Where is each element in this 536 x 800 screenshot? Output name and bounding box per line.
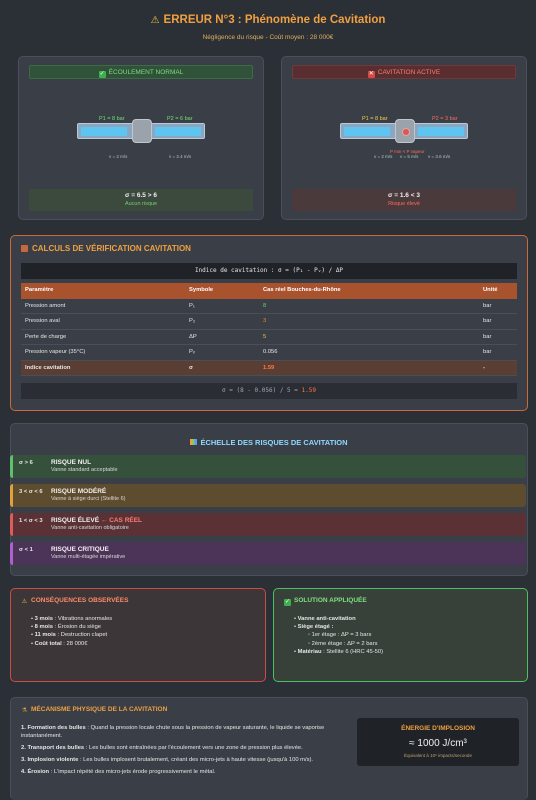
v2-label: v = 3.6 m/s — [428, 154, 451, 159]
risk-level-critical: σ < 1 RISQUE CRITIQUE Vanne multi-étagée… — [10, 542, 526, 565]
energy-box: ÉNERGIE D'IMPLOSION ≈ 1000 J/cm³ Équival… — [357, 718, 519, 766]
list-item: Siège étagé : — [294, 623, 383, 631]
list-item: 4. Érosion : L'impact répété des micro-j… — [21, 769, 216, 775]
v2-label: v = 2.4 m/s — [169, 154, 192, 159]
list-item: Coût total : 28 000€ — [31, 640, 112, 648]
pmin-label: P min < P vapeur — [390, 149, 425, 154]
page-subtitle: Négligence du risque - Coût moyen : 28 0… — [202, 34, 334, 41]
table-row: Pression aval P₂ 3 bar — [21, 314, 517, 330]
water-upstream — [81, 127, 127, 136]
table-row: Indice cavitation σ 1.59- — [21, 360, 517, 376]
solution-list: Vanne anti-cavitation Siège étagé : 1er … — [294, 615, 383, 656]
check-icon: ✓ — [284, 599, 291, 606]
sigma-result: σ = 6.5 > 6 Aucun risque — [29, 189, 253, 211]
list-item: 1er étage : ΔP = 3 bars — [294, 631, 383, 639]
page-title: ⚠ ERREUR N°3 : Phénomène de Cavitation — [150, 14, 386, 26]
table-header: Paramètre Symbole Cas réel Bouches-du-Rh… — [21, 283, 517, 299]
warning-icon: ⚠ — [150, 15, 160, 26]
energy-value: ≈ 1000 J/cm³ — [409, 738, 467, 749]
risk-level-moderate: 3 < σ < 6 RISQUE MODÉRÉ Vanne à siège du… — [10, 484, 526, 507]
solution-box: ✓SOLUTION APPLIQUÉE Vanne anti-cavitatio… — [273, 588, 528, 682]
result-formula: σ = (8 - 0.056) / 5 = 1.59 — [21, 383, 517, 399]
cavitation-card: ✕ CAVITATION ACTIVE P1 = 8 bar P2 = 3 bar… — [281, 56, 527, 220]
list-item: 1. Formation des bulles : Quand la press… — [21, 725, 325, 739]
list-item: Matériau : Stellite 6 (HRC 45-50) — [294, 648, 383, 656]
real-case-marker: ← CAS RÉEL — [100, 517, 143, 524]
risk-label: Aucun risque — [124, 201, 158, 207]
water-upstream — [344, 127, 390, 136]
list-item: Vanne anti-cavitation — [294, 615, 383, 623]
calculator-icon — [21, 245, 28, 252]
check-icon: ✓ — [98, 71, 106, 78]
normal-flow-card: ✓ ÉCOULEMENT NORMAL P1 = 8 bar P2 = 6 bar… — [18, 56, 264, 220]
vmid-label: v = 5 m/s — [400, 154, 419, 159]
table-row: Perte de charge ΔP 5 bar — [21, 330, 517, 345]
list-item: 2. Transport des bulles : Les bulles son… — [21, 745, 303, 751]
consequences-title: ⚠ CONSÉQUENCES OBSERVÉES — [21, 597, 129, 605]
list-item: 2ème étage : ΔP = 2 bars — [294, 640, 383, 648]
normal-flow-title: ✓ ÉCOULEMENT NORMAL — [29, 65, 253, 79]
microscope-icon: ⚗ — [21, 708, 28, 714]
v1-label: v = 2 m/s — [374, 154, 393, 159]
bubble-icon — [402, 128, 410, 136]
list-item: 3 mois : Vibrations anormales — [31, 615, 113, 623]
calc-section: CALCULS DE VÉRIFICATION CAVITATION Indic… — [10, 235, 528, 411]
cross-icon: ✕ — [367, 71, 375, 78]
mechanism-title: ⚗ MÉCANISME PHYSIQUE DE LA CAVITATION — [21, 706, 168, 714]
water-downstream — [155, 127, 201, 136]
risk-level-high: 1 < σ < 3 RISQUE ÉLEVÉ ← CAS RÉEL Vanne … — [10, 513, 526, 536]
solution-title: ✓ SOLUTION APPLIQUÉE — [284, 597, 367, 606]
table-row: Pression vapeur (35°C) Pᵥ 0.056 bar — [21, 345, 517, 361]
consequences-box: ⚠CONSÉQUENCES OBSERVÉES 3 mois : Vibrati… — [10, 588, 266, 682]
calc-title: CALCULS DE VÉRIFICATION CAVITATION — [21, 244, 191, 253]
p2-label: P2 = 3 bar — [432, 116, 458, 122]
calc-table: Paramètre Symbole Cas réel Bouches-du-Rh… — [21, 283, 517, 376]
list-item: 3. Implosion violente : Les bulles implo… — [21, 757, 314, 763]
p2-label: P2 = 6 bar — [167, 116, 193, 122]
valve — [132, 119, 152, 143]
consequences-list: 3 mois : Vibrations anormales 8 mois : É… — [31, 615, 113, 648]
sigma-result: σ = 1.6 < 3 Risque élevé — [292, 189, 516, 211]
p1-label: P1 = 8 bar — [99, 116, 125, 122]
header: ⚠ ERREUR N°3 : Phénomène de Cavitation Né… — [0, 14, 536, 41]
risk-scale-title: ÉCHELLE DES RISQUES DE CAVITATION — [11, 438, 527, 447]
cavitation-title: ✕ CAVITATION ACTIVE — [292, 65, 516, 79]
mechanism-section: ⚗ MÉCANISME PHYSIQUE DE LA CAVITATION 1. … — [10, 697, 528, 800]
v1-label: v = 2 m/s — [109, 154, 128, 159]
formula: Indice de cavitation : σ = (P₁ - Pᵥ) / Δ… — [21, 263, 517, 279]
mechanism-steps: 1. Formation des bulles : Quand la press… — [21, 724, 351, 780]
list-item: 8 mois : Érosion du siège — [31, 623, 112, 631]
chart-icon — [190, 439, 198, 445]
water-downstream — [418, 127, 464, 136]
risk-level-none: σ > 6 RISQUE NUL Vanne standard acceptab… — [10, 455, 526, 478]
table-row: Pression amont P₁ 8 bar — [21, 299, 517, 314]
list-item: 11 mois : Destruction clapet — [31, 631, 112, 639]
p1-label: P1 = 8 bar — [362, 116, 388, 122]
risk-label: Risque élevé — [388, 201, 420, 207]
warning-icon: ⚠ — [21, 599, 28, 605]
